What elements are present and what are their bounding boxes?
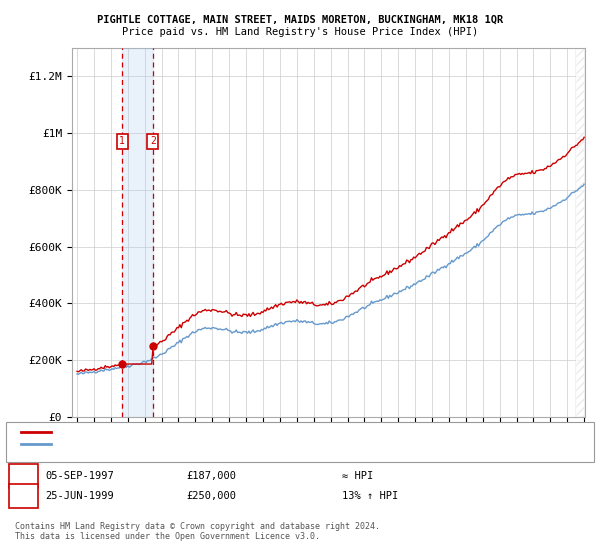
Text: 25-JUN-1999: 25-JUN-1999: [45, 491, 114, 501]
Text: Price paid vs. HM Land Registry's House Price Index (HPI): Price paid vs. HM Land Registry's House …: [122, 27, 478, 37]
Text: Contains HM Land Registry data © Crown copyright and database right 2024.
This d: Contains HM Land Registry data © Crown c…: [15, 522, 380, 542]
Text: 05-SEP-1997: 05-SEP-1997: [45, 471, 114, 481]
Text: £250,000: £250,000: [186, 491, 236, 501]
Bar: [122, 48, 153, 417]
Text: 2: 2: [150, 137, 156, 146]
Text: HPI: Average price, detached house, Buckinghamshire: HPI: Average price, detached house, Buck…: [57, 440, 325, 449]
Text: 13% ↑ HPI: 13% ↑ HPI: [342, 491, 398, 501]
Bar: [576, 48, 585, 417]
Text: £187,000: £187,000: [186, 471, 236, 481]
Text: PIGHTLE COTTAGE, MAIN STREET, MAIDS MORETON, BUCKINGHAM, MK18 1QR: PIGHTLE COTTAGE, MAIN STREET, MAIDS MORE…: [97, 15, 503, 25]
Text: ≈ HPI: ≈ HPI: [342, 471, 373, 481]
Text: 2: 2: [20, 491, 26, 501]
Text: 1: 1: [20, 471, 26, 481]
Text: 1: 1: [119, 137, 125, 146]
Bar: [576, 48, 585, 417]
Text: PIGHTLE COTTAGE, MAIN STREET, MAIDS MORETON, BUCKINGHAM, MK18 1QR (detached): PIGHTLE COTTAGE, MAIN STREET, MAIDS MORE…: [57, 428, 456, 437]
Bar: [576, 48, 585, 417]
